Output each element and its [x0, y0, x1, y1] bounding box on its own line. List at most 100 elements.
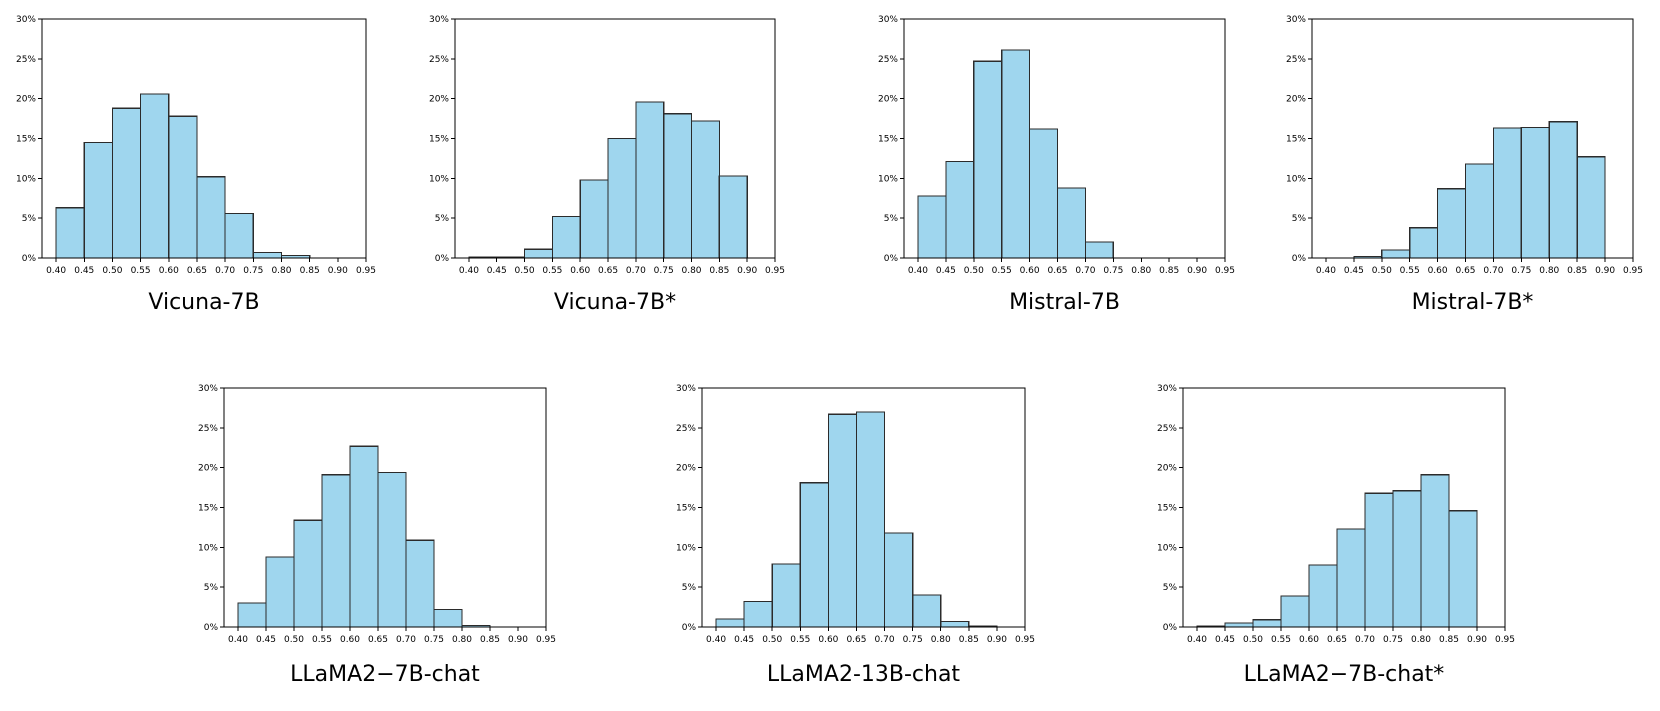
x-tick-label: 0.95 [536, 635, 556, 645]
y-tick-label: 30% [198, 384, 218, 394]
y-tick-label: 20% [1286, 95, 1306, 105]
x-tick-label: 0.70 [215, 266, 235, 276]
histogram-bar [523, 248, 554, 259]
x-tick-label: 0.90 [1187, 266, 1207, 276]
y-tick-label: 15% [676, 504, 696, 514]
x-tick-label: 0.80 [452, 635, 472, 645]
y-tick-label: 30% [16, 15, 36, 25]
x-tick-label: 0.85 [300, 266, 320, 276]
x-tick-label: 0.75 [1383, 635, 1403, 645]
x-tick-label: 0.70 [1355, 635, 1375, 645]
histogram-bar [917, 195, 947, 259]
x-tick-label: 0.60 [340, 635, 360, 645]
histogram-bar [1308, 564, 1338, 628]
histogram-bar [1448, 510, 1478, 628]
y-tick-label: 10% [16, 174, 36, 184]
x-tick-label: 0.70 [626, 266, 646, 276]
x-tick-label: 0.40 [1316, 266, 1336, 276]
x-tick-label: 0.45 [74, 266, 94, 276]
y-tick-label: 0% [204, 623, 219, 633]
x-tick-label: 0.50 [515, 266, 535, 276]
y-tick-label: 25% [1286, 55, 1306, 65]
y-tick-label: 0% [22, 254, 37, 264]
y-tick-label: 5% [1292, 214, 1307, 224]
y-tick-label: 30% [1286, 15, 1306, 25]
histogram-bar [252, 251, 283, 259]
x-tick-label: 0.45 [1344, 266, 1364, 276]
y-tick-label: 30% [1157, 384, 1177, 394]
y-tick-label: 20% [198, 464, 218, 474]
histogram-bar [945, 161, 975, 259]
x-tick-label: 0.65 [1047, 266, 1067, 276]
histogram-bar [1576, 156, 1606, 259]
x-tick-label: 0.70 [875, 635, 895, 645]
histogram-bar [349, 445, 379, 628]
histogram-bar [1336, 528, 1366, 628]
x-tick-label: 0.50 [102, 266, 122, 276]
chart-title: Vicuna-7B* [554, 290, 676, 315]
x-tick-label: 0.55 [131, 266, 151, 276]
histogram-bar [224, 212, 254, 259]
histogram-panel: 0% 5% 10% 15% 20% 25% 30% 0.40 0.45 0.50 0.55 0.60 0… [1286, 15, 1643, 315]
x-tick-label: 0.80 [1539, 266, 1559, 276]
histogram-bar [405, 539, 435, 628]
histogram-panel: 0% 5% 10% 15% 20% 25% 30% 0.40 0.45 0.50 0.55 0.60 0… [878, 15, 1235, 315]
x-tick-label: 0.40 [228, 635, 248, 645]
histogram-panel: 0% 5% 10% 15% 20% 25% 30% 0.40 0.45 0.50 0.55 0.60 0… [1157, 384, 1515, 687]
y-tick-label: 10% [878, 174, 898, 184]
x-tick-label: 0.45 [734, 635, 754, 645]
x-tick-label: 0.60 [159, 266, 179, 276]
x-tick-label: 0.85 [959, 635, 979, 645]
chart-title: Mistral-7B* [1412, 290, 1534, 315]
y-tick-label: 20% [429, 95, 449, 105]
y-tick-label: 0% [884, 254, 899, 264]
histogram-bar [551, 215, 581, 259]
x-tick-label: 0.55 [1400, 266, 1420, 276]
x-tick-label: 0.55 [542, 266, 562, 276]
x-tick-label: 0.55 [790, 635, 810, 645]
x-tick-label: 0.75 [1103, 266, 1123, 276]
histogram-bar [433, 608, 463, 628]
y-tick-label: 25% [1157, 424, 1177, 434]
x-tick-label: 0.55 [992, 266, 1012, 276]
histogram-bar [771, 563, 801, 628]
histogram-bar [718, 175, 748, 259]
x-tick-label: 0.40 [908, 266, 928, 276]
x-tick-label: 0.95 [765, 266, 785, 276]
histogram-bar [1084, 241, 1114, 259]
x-tick-label: 0.90 [1595, 266, 1615, 276]
histogram-bar [293, 519, 323, 628]
x-tick-label: 0.75 [1511, 266, 1531, 276]
x-tick-label: 0.65 [187, 266, 207, 276]
y-tick-label: 30% [676, 384, 696, 394]
y-tick-label: 5% [1163, 583, 1178, 593]
y-tick-label: 30% [429, 15, 449, 25]
x-tick-label: 0.95 [1495, 635, 1515, 645]
x-tick-label: 0.80 [271, 266, 291, 276]
histogram-bar [1001, 49, 1031, 259]
y-tick-label: 25% [16, 55, 36, 65]
x-tick-label: 0.95 [1015, 635, 1035, 645]
x-tick-label: 0.85 [1567, 266, 1587, 276]
histogram-bar [55, 207, 85, 259]
y-tick-label: 15% [1286, 135, 1306, 145]
y-tick-label: 15% [1157, 504, 1177, 514]
y-tick-label: 0% [435, 254, 450, 264]
histogram-bar [940, 620, 970, 628]
histogram-bar [799, 482, 829, 628]
x-tick-label: 0.40 [46, 266, 66, 276]
histogram-bar [1364, 492, 1394, 628]
histogram-bar [140, 93, 170, 259]
histogram-bar [1252, 619, 1282, 628]
x-tick-label: 0.60 [818, 635, 838, 645]
histogram-bar [265, 556, 295, 628]
chart-title: LLaMA2−7B-chat* [1244, 662, 1445, 687]
histogram-bar [973, 60, 1003, 259]
chart-title: LLaMA2−7B-chat [290, 662, 480, 687]
x-tick-label: 0.45 [936, 266, 956, 276]
x-tick-label: 0.85 [1439, 635, 1459, 645]
histogram-bar [83, 141, 114, 259]
y-tick-label: 25% [676, 424, 696, 434]
x-tick-label: 0.55 [1271, 635, 1291, 645]
y-tick-label: 20% [16, 95, 36, 105]
